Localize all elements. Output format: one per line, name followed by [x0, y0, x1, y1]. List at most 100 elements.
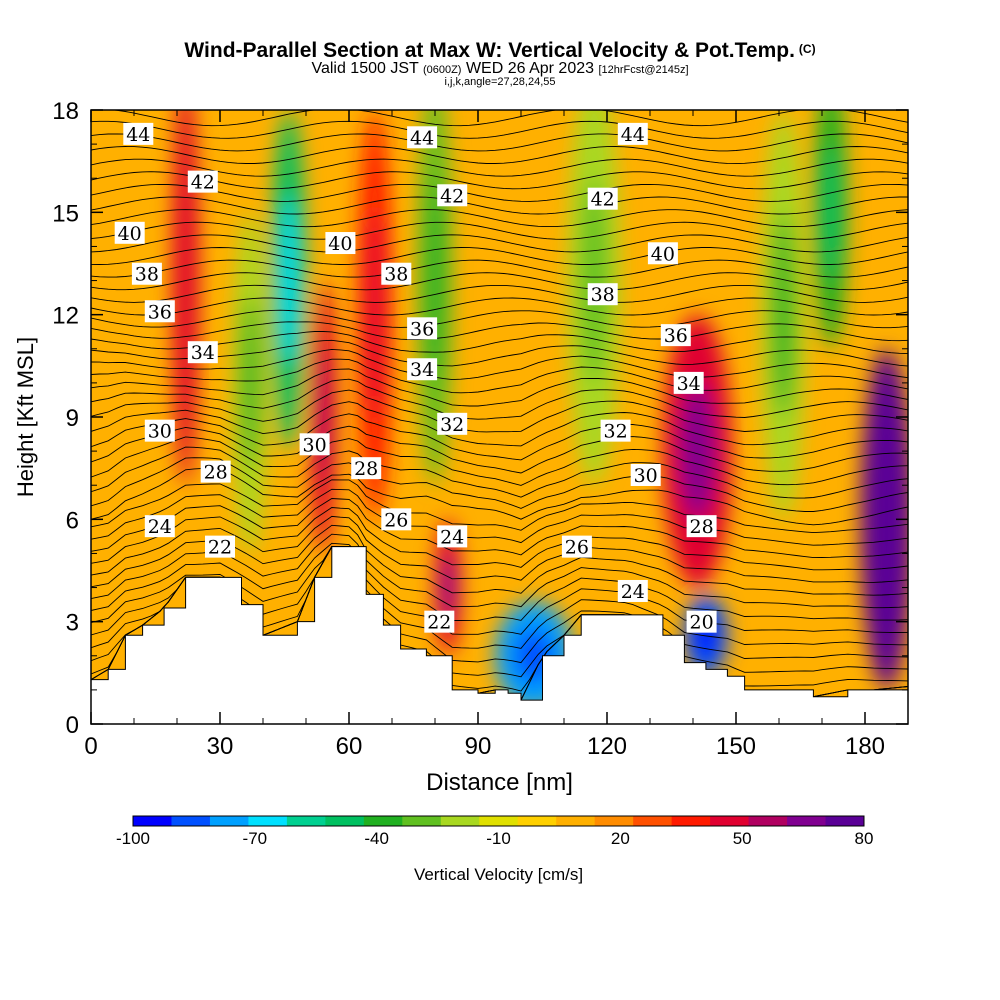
contour-label: 30	[630, 463, 661, 487]
theta-contour-line	[91, 321, 908, 342]
contour-label-text: 34	[191, 342, 215, 364]
contour-label: 24	[144, 515, 175, 538]
colorbar-swatch	[594, 816, 634, 826]
colorbar-tick-label: 80	[855, 829, 874, 848]
contour-label: 38	[131, 262, 162, 286]
contour-label-text: 26	[384, 509, 408, 531]
contour-label-text: 30	[634, 465, 658, 487]
y-tick-label: 15	[52, 200, 79, 227]
theta-contour-labels: 44 44 44 42 42 42 40 40 40 38 38 38 36 36 36 34 34 34 32 32…	[114, 122, 717, 634]
contour-label-text: 38	[135, 264, 159, 286]
colorbar-swatch	[171, 816, 211, 826]
contour-label: 28	[351, 457, 382, 480]
contour-label: 28	[200, 460, 231, 484]
colorbar-swatch	[517, 816, 557, 826]
contour-label-text: 24	[621, 581, 645, 603]
contour-label: 44	[407, 126, 438, 149]
theta-contour-line	[91, 488, 908, 546]
colorbar-tick-label: 50	[733, 829, 752, 848]
y-tick-label: 9	[66, 405, 79, 432]
theta-contour-line	[91, 309, 908, 329]
chart-title: Wind-Parallel Section at Max W: Vertical…	[184, 39, 816, 62]
velocity-core	[316, 348, 330, 486]
contour-label-text: 30	[148, 421, 172, 443]
contour-label-text: 44	[126, 124, 150, 146]
contour-label: 40	[114, 221, 145, 245]
colorbar-swatch	[402, 816, 442, 826]
contour-label-text: 20	[690, 612, 714, 634]
velocity-core	[873, 434, 900, 605]
contour-label-text: 44	[410, 127, 434, 149]
theta-contour-line	[91, 146, 908, 165]
theta-contour-line	[91, 479, 908, 534]
contour-label: 22	[205, 535, 235, 559]
colorbar-tick-label: -100	[116, 829, 150, 848]
contour-label: 32	[437, 412, 468, 436]
contour-label: 40	[647, 242, 678, 265]
contour-label-text: 32	[604, 421, 628, 443]
theta-contour-line	[91, 209, 908, 228]
colorbar-swatch	[479, 816, 519, 826]
contour-label-text: 38	[591, 284, 615, 306]
theta-contour-line	[91, 133, 908, 152]
velocity-core	[280, 195, 298, 366]
contour-label: 42	[187, 170, 218, 194]
colorbar-swatch	[825, 816, 865, 826]
colorbar-swatch	[748, 816, 788, 826]
contour-label-text: 22	[208, 537, 232, 559]
colorbar-swatch	[710, 816, 750, 826]
colorbar-tick-label: -40	[364, 829, 389, 848]
colorbar-label: Vertical Velocity [cm/s]	[414, 865, 583, 884]
contour-label: 30	[299, 433, 330, 456]
theta-contour-line	[91, 446, 908, 499]
theta-contour-line	[91, 158, 908, 177]
contour-label: 42	[437, 184, 468, 207]
theta-contour-line	[91, 331, 908, 355]
colorbar-tick-label: -70	[243, 829, 268, 848]
velocity-cell	[172, 110, 199, 486]
theta-contour-line	[110, 110, 908, 127]
colorbar-swatch	[363, 816, 403, 826]
theta-contour-line	[91, 272, 908, 291]
contour-label: 36	[144, 300, 175, 323]
contour-label: 34	[407, 358, 438, 381]
theta-contour-line	[91, 234, 908, 253]
contour-label: 36	[660, 324, 691, 347]
contour-label: 32	[600, 419, 631, 443]
colorbar-tick-label: 20	[611, 829, 630, 848]
contour-label: 42	[587, 187, 618, 211]
contour-label-text: 24	[440, 526, 464, 548]
contour-label-text: 28	[204, 462, 228, 484]
theta-contour-line	[91, 339, 908, 367]
colorbar-frame	[132, 815, 865, 827]
contour-label-text: 36	[148, 301, 172, 323]
theta-contour-line	[91, 196, 908, 215]
theta-contour-line	[91, 120, 908, 139]
theta-contour-line	[91, 498, 908, 559]
contour-label-text: 36	[410, 318, 434, 340]
contour-label-text: 26	[565, 537, 589, 559]
theta-contour-line	[91, 259, 908, 278]
contour-label-text: 40	[328, 233, 352, 255]
colorbar-swatch	[286, 816, 326, 826]
contour-label-text: 36	[664, 325, 688, 347]
velocity-core	[441, 553, 455, 622]
x-tick-label: 180	[845, 733, 885, 760]
contour-label-text: 44	[621, 124, 645, 146]
contour-label: 22	[424, 610, 455, 634]
colorbar-swatch	[209, 816, 249, 826]
contour-label: 34	[673, 371, 704, 395]
chart-subtitle: Valid 1500 JST (0600Z) WED 26 Apr 2023 […	[311, 60, 689, 77]
contour-label: 28	[686, 515, 717, 538]
contour-label: 26	[561, 535, 592, 559]
x-axis: 0 30 60 90 120 150 180 Distance [nm]	[84, 110, 909, 796]
x-tick-label: 60	[336, 733, 363, 760]
theta-contour-line	[91, 401, 908, 447]
colorbar-swatch	[325, 816, 365, 826]
theta-contour-line	[91, 542, 908, 621]
contour-label: 40	[325, 232, 356, 255]
contour-label: 44	[123, 122, 154, 146]
colorbar-swatch	[248, 816, 288, 826]
theta-contour-line	[91, 183, 908, 202]
